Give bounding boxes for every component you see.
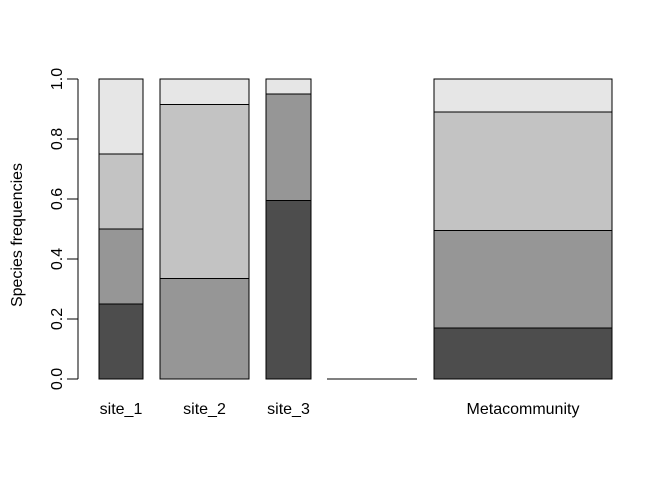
bar-segment-site_1-species_3 <box>98 153 144 230</box>
bar-segment-Metacommunity-species_3 <box>433 111 613 231</box>
y-tick-label: 1.0 <box>49 68 66 90</box>
y-tick-label: 0.8 <box>49 128 66 150</box>
bar-segment-Metacommunity-species_1 <box>433 327 613 380</box>
chart-render-root: 0.0 0.2 0.4 0.6 0.8 1.0 site_1 site_2 site_3 Meta… <box>49 68 613 418</box>
bar-segment-site_3-species_2 <box>265 93 312 201</box>
bar-segment-site_3-species_1 <box>265 200 312 380</box>
bar-segment-site_2-species_3 <box>159 104 250 279</box>
y-tick-label: 0.2 <box>49 308 66 330</box>
x-label-site_3: site_3 <box>267 401 310 418</box>
bar-segment-site_3-species_4 <box>265 78 312 95</box>
x-label-site_1: site_1 <box>100 401 143 418</box>
y-tick-label: 0.4 <box>49 248 66 270</box>
x-label-site_2: site_2 <box>183 401 226 418</box>
bar-segment-site_1-species_1 <box>98 303 144 380</box>
bar-segment-site_2-species_4 <box>159 78 250 105</box>
bar-segment-Metacommunity-species_2 <box>433 230 613 329</box>
y-tick-label: 0.0 <box>49 368 66 390</box>
y-tick-label: 0.6 <box>49 188 66 210</box>
bar-segment-site_2-species_2 <box>159 278 250 380</box>
bar-segment-Metacommunity-species_4 <box>433 78 613 113</box>
y-axis-title: Species frequencies <box>9 163 26 307</box>
bar-segment-site_1-species_4 <box>98 78 144 155</box>
x-label-Metacommunity: Metacommunity <box>467 401 580 418</box>
bar-segment-site_1-species_2 <box>98 228 144 305</box>
